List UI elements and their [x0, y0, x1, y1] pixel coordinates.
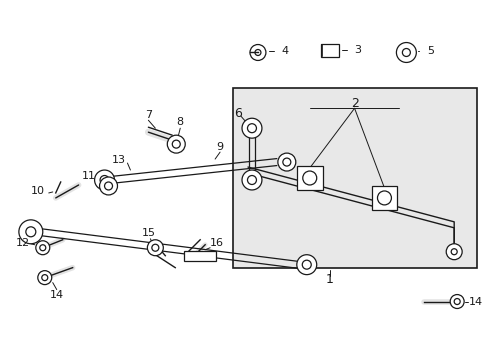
- Circle shape: [100, 176, 109, 184]
- Circle shape: [254, 50, 261, 55]
- Text: 14: 14: [468, 297, 482, 306]
- Text: 5: 5: [427, 46, 433, 57]
- Text: 16: 16: [210, 238, 224, 248]
- Circle shape: [402, 49, 409, 57]
- Circle shape: [446, 244, 461, 260]
- Circle shape: [104, 182, 112, 190]
- Circle shape: [26, 227, 36, 237]
- Circle shape: [41, 275, 48, 280]
- Circle shape: [302, 260, 310, 269]
- Text: 15: 15: [141, 228, 155, 238]
- Circle shape: [172, 140, 180, 148]
- Circle shape: [36, 241, 50, 255]
- Circle shape: [396, 42, 415, 62]
- Circle shape: [282, 158, 290, 166]
- Text: 8: 8: [176, 117, 183, 127]
- Circle shape: [296, 255, 316, 275]
- Text: 1: 1: [325, 273, 333, 286]
- Circle shape: [277, 153, 295, 171]
- Circle shape: [450, 249, 456, 255]
- Text: 4: 4: [281, 46, 288, 57]
- Text: 10: 10: [31, 186, 45, 196]
- Circle shape: [453, 298, 459, 305]
- Circle shape: [242, 118, 262, 138]
- Circle shape: [100, 177, 117, 195]
- Circle shape: [302, 171, 316, 185]
- Circle shape: [94, 170, 114, 190]
- Text: 12: 12: [16, 238, 30, 248]
- Circle shape: [19, 220, 42, 244]
- Circle shape: [247, 124, 256, 133]
- Circle shape: [249, 45, 265, 60]
- Circle shape: [377, 191, 390, 205]
- Circle shape: [40, 245, 46, 251]
- Circle shape: [247, 176, 256, 184]
- Bar: [320, 44, 338, 58]
- Text: 6: 6: [234, 107, 242, 120]
- Circle shape: [38, 271, 52, 285]
- Text: 9: 9: [216, 142, 223, 152]
- Circle shape: [167, 135, 185, 153]
- Circle shape: [242, 170, 262, 190]
- Text: 13: 13: [111, 155, 125, 165]
- Text: 2: 2: [350, 97, 358, 110]
- Text: 7: 7: [144, 110, 152, 120]
- Bar: [233, 88, 476, 268]
- Circle shape: [147, 240, 163, 256]
- Text: 3: 3: [354, 45, 361, 54]
- Text: 14: 14: [50, 289, 63, 300]
- Text: 11: 11: [81, 171, 96, 181]
- Circle shape: [449, 294, 463, 309]
- Bar: [184, 251, 216, 261]
- Circle shape: [152, 244, 159, 251]
- Bar: [371, 186, 397, 210]
- Bar: [296, 166, 322, 190]
